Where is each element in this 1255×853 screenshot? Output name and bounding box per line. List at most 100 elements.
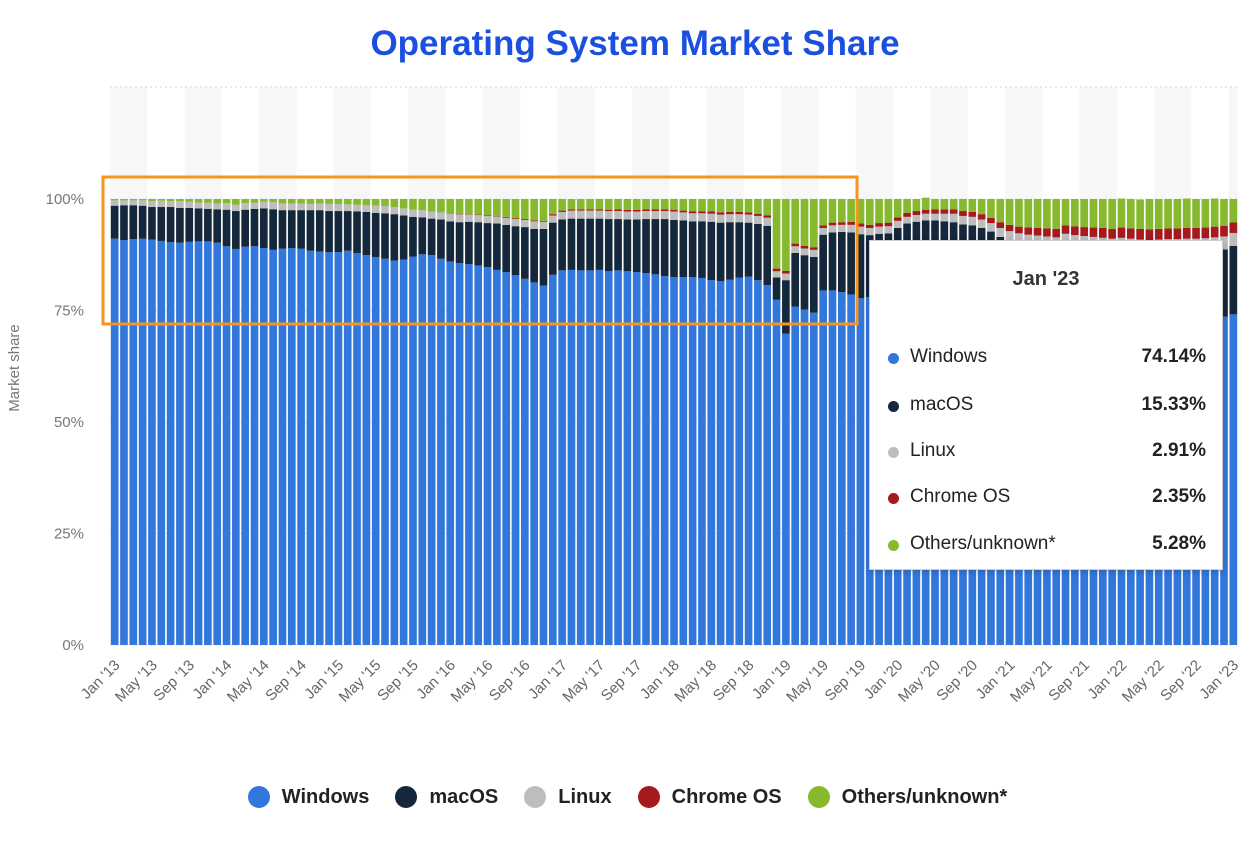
bar-linux[interactable] — [595, 210, 604, 219]
bar-macos[interactable] — [381, 213, 389, 259]
bar-macos[interactable] — [306, 210, 315, 251]
bar-others-unknown[interactable] — [828, 199, 837, 223]
bar-linux[interactable] — [968, 216, 977, 226]
bar-windows[interactable] — [539, 285, 548, 645]
bar-macos[interactable] — [232, 211, 240, 249]
bar-macos[interactable] — [586, 218, 594, 271]
bar-macos[interactable] — [138, 205, 147, 239]
bar-windows[interactable] — [465, 264, 473, 645]
bar-macos[interactable] — [651, 219, 660, 275]
bar-windows[interactable] — [409, 256, 417, 645]
bar-windows[interactable] — [343, 250, 352, 646]
bar-windows[interactable] — [138, 238, 147, 645]
bar-chrome-os[interactable] — [931, 209, 939, 214]
bar-chrome-os[interactable] — [1201, 227, 1210, 239]
bar-windows[interactable] — [455, 263, 464, 645]
bar-others-unknown[interactable] — [129, 199, 138, 201]
bar-macos[interactable] — [754, 223, 762, 281]
bar-others-unknown[interactable] — [716, 199, 725, 213]
bar-linux[interactable] — [269, 202, 277, 210]
bar-linux[interactable] — [567, 210, 576, 219]
bar-linux[interactable] — [791, 246, 800, 253]
bar-windows[interactable] — [474, 265, 483, 645]
bar-macos[interactable] — [222, 209, 231, 247]
bar-macos[interactable] — [269, 209, 277, 250]
bar-chrome-os[interactable] — [772, 268, 781, 272]
bar-others-unknown[interactable] — [1126, 199, 1135, 229]
bar-macos[interactable] — [110, 205, 119, 239]
bar-windows[interactable] — [437, 258, 445, 645]
bar-chrome-os[interactable] — [837, 222, 846, 225]
bar-chrome-os[interactable] — [604, 209, 613, 212]
bar-macos[interactable] — [623, 219, 632, 272]
bar-linux[interactable] — [483, 215, 492, 224]
bar-chrome-os[interactable] — [1089, 227, 1098, 237]
bar-macos[interactable] — [427, 218, 436, 256]
bar-chrome-os[interactable] — [800, 245, 809, 249]
bar-linux[interactable] — [1061, 233, 1070, 245]
bar-windows[interactable] — [614, 270, 622, 645]
bar-linux[interactable] — [865, 227, 874, 236]
bar-chrome-os[interactable] — [884, 222, 893, 227]
bar-chrome-os[interactable] — [1154, 228, 1163, 240]
bar-chrome-os[interactable] — [1210, 226, 1219, 238]
bar-chrome-os[interactable] — [1024, 227, 1033, 235]
bar-others-unknown[interactable] — [194, 199, 203, 203]
bar-linux[interactable] — [260, 201, 268, 209]
bar-macos[interactable] — [856, 234, 865, 299]
bar-others-unknown[interactable] — [306, 199, 315, 204]
bar-others-unknown[interactable] — [959, 199, 967, 212]
bar-windows[interactable] — [362, 255, 371, 645]
bar-macos[interactable] — [660, 219, 669, 277]
bar-chrome-os[interactable] — [576, 209, 585, 211]
bar-chrome-os[interactable] — [726, 211, 734, 215]
bar-chrome-os[interactable] — [828, 222, 837, 226]
bar-windows[interactable] — [1229, 314, 1238, 645]
bar-macos[interactable] — [548, 222, 557, 275]
bar-others-unknown[interactable] — [334, 199, 343, 204]
bar-windows[interactable] — [148, 239, 156, 645]
bar-chrome-os[interactable] — [632, 209, 641, 212]
bar-others-unknown[interactable] — [1220, 199, 1228, 226]
bar-linux[interactable] — [940, 213, 949, 222]
bar-windows[interactable] — [381, 258, 389, 645]
bar-others-unknown[interactable] — [325, 199, 333, 204]
bar-others-unknown[interactable] — [642, 199, 650, 210]
bar-macos[interactable] — [399, 215, 408, 260]
bar-macos[interactable] — [166, 207, 175, 243]
bar-linux[interactable] — [893, 220, 902, 228]
bar-linux[interactable] — [157, 200, 166, 208]
bar-others-unknown[interactable] — [269, 199, 277, 203]
bar-chrome-os[interactable] — [1173, 228, 1182, 240]
bar-others-unknown[interactable] — [474, 199, 483, 215]
bar-linux[interactable] — [1005, 231, 1014, 241]
bar-chrome-os[interactable] — [875, 223, 883, 227]
bar-others-unknown[interactable] — [810, 199, 818, 248]
bar-others-unknown[interactable] — [576, 199, 585, 210]
bar-windows[interactable] — [548, 274, 557, 645]
bar-windows[interactable] — [726, 279, 734, 645]
bar-windows[interactable] — [521, 278, 529, 645]
bar-macos[interactable] — [949, 222, 958, 254]
bar-windows[interactable] — [660, 276, 669, 645]
bar-macos[interactable] — [260, 208, 268, 249]
bar-windows[interactable] — [744, 276, 753, 645]
bar-others-unknown[interactable] — [651, 199, 660, 210]
bar-chrome-os[interactable] — [744, 212, 753, 215]
bar-others-unknown[interactable] — [754, 199, 762, 214]
bar-chrome-os[interactable] — [810, 247, 818, 250]
bar-linux[interactable] — [903, 216, 911, 224]
bar-windows[interactable] — [110, 238, 119, 645]
bar-macos[interactable] — [474, 222, 483, 266]
bar-macos[interactable] — [390, 214, 399, 261]
bar-linux[interactable] — [660, 211, 669, 220]
bar-others-unknown[interactable] — [893, 199, 902, 218]
bar-macos[interactable] — [315, 210, 324, 252]
bar-windows[interactable] — [315, 251, 324, 645]
bar-macos[interactable] — [120, 205, 128, 241]
bar-others-unknown[interactable] — [120, 199, 128, 201]
bar-windows[interactable] — [493, 269, 501, 645]
bar-chrome-os[interactable] — [623, 209, 632, 212]
bar-others-unknown[interactable] — [763, 199, 772, 216]
bar-windows[interactable] — [241, 246, 249, 645]
